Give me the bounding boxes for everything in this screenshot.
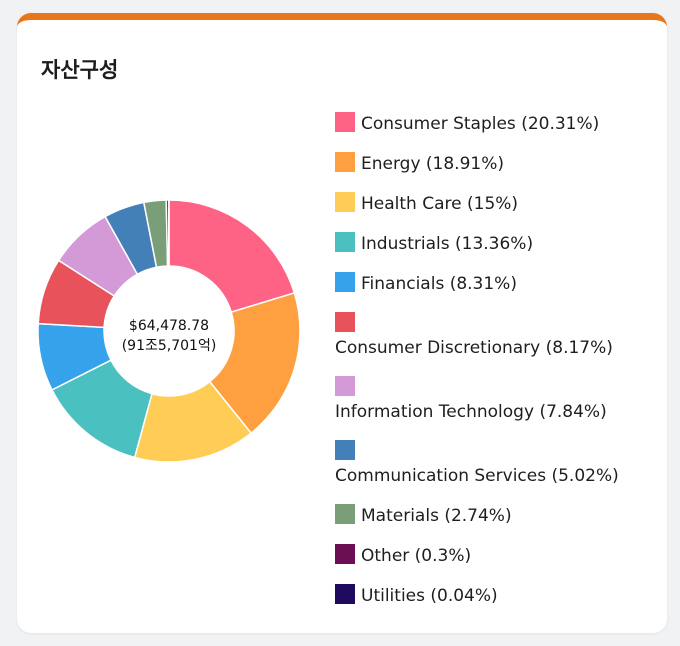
legend-item-information-technology[interactable]: Information Technology (7.84%)	[335, 376, 660, 424]
donut-center-label: $64,478.78 (91조5,701억)	[99, 316, 239, 356]
legend-item-health-care[interactable]: Health Care (15%)	[335, 192, 660, 216]
legend-label: Industrials (13.36%)	[361, 234, 533, 254]
legend-label: Materials (2.74%)	[361, 506, 512, 526]
legend-swatch	[335, 544, 355, 564]
legend-swatch	[335, 112, 355, 132]
legend-swatch	[335, 584, 355, 604]
chart-legend: Consumer Staples (20.31%) Energy (18.91%)…	[335, 112, 660, 624]
legend-item-consumer-discretionary[interactable]: Consumer Discretionary (8.17%)	[335, 312, 660, 360]
legend-item-energy[interactable]: Energy (18.91%)	[335, 152, 660, 176]
legend-swatch	[335, 440, 355, 460]
total-value-krw: (91조5,701억)	[99, 336, 239, 356]
legend-item-consumer-staples[interactable]: Consumer Staples (20.31%)	[335, 112, 660, 136]
legend-item-industrials[interactable]: Industrials (13.36%)	[335, 232, 660, 256]
legend-label: Consumer Discretionary (8.17%)	[335, 338, 613, 358]
legend-swatch	[335, 376, 355, 396]
legend-item-other[interactable]: Other (0.3%)	[335, 544, 660, 568]
legend-swatch	[335, 232, 355, 252]
legend-label: Consumer Staples (20.31%)	[361, 114, 599, 134]
donut-slice-consumer-staples[interactable]	[169, 200, 294, 312]
card-title: 자산구성	[41, 54, 118, 84]
legend-item-materials[interactable]: Materials (2.74%)	[335, 504, 660, 528]
legend-label: Communication Services (5.02%)	[335, 466, 619, 486]
legend-label: Information Technology (7.84%)	[335, 402, 607, 422]
legend-swatch	[335, 152, 355, 172]
legend-label: Energy (18.91%)	[361, 154, 504, 174]
legend-swatch	[335, 272, 355, 292]
legend-label: Utilities (0.04%)	[361, 586, 498, 606]
legend-label: Other (0.3%)	[361, 546, 471, 566]
legend-item-utilities[interactable]: Utilities (0.04%)	[335, 584, 660, 608]
legend-swatch	[335, 312, 355, 332]
legend-swatch	[335, 192, 355, 212]
total-value: $64,478.78	[99, 316, 239, 336]
legend-swatch	[335, 504, 355, 524]
legend-label: Financials (8.31%)	[361, 274, 517, 294]
legend-item-communication-services[interactable]: Communication Services (5.02%)	[335, 440, 660, 488]
legend-label: Health Care (15%)	[361, 194, 518, 214]
legend-item-financials[interactable]: Financials (8.31%)	[335, 272, 660, 296]
